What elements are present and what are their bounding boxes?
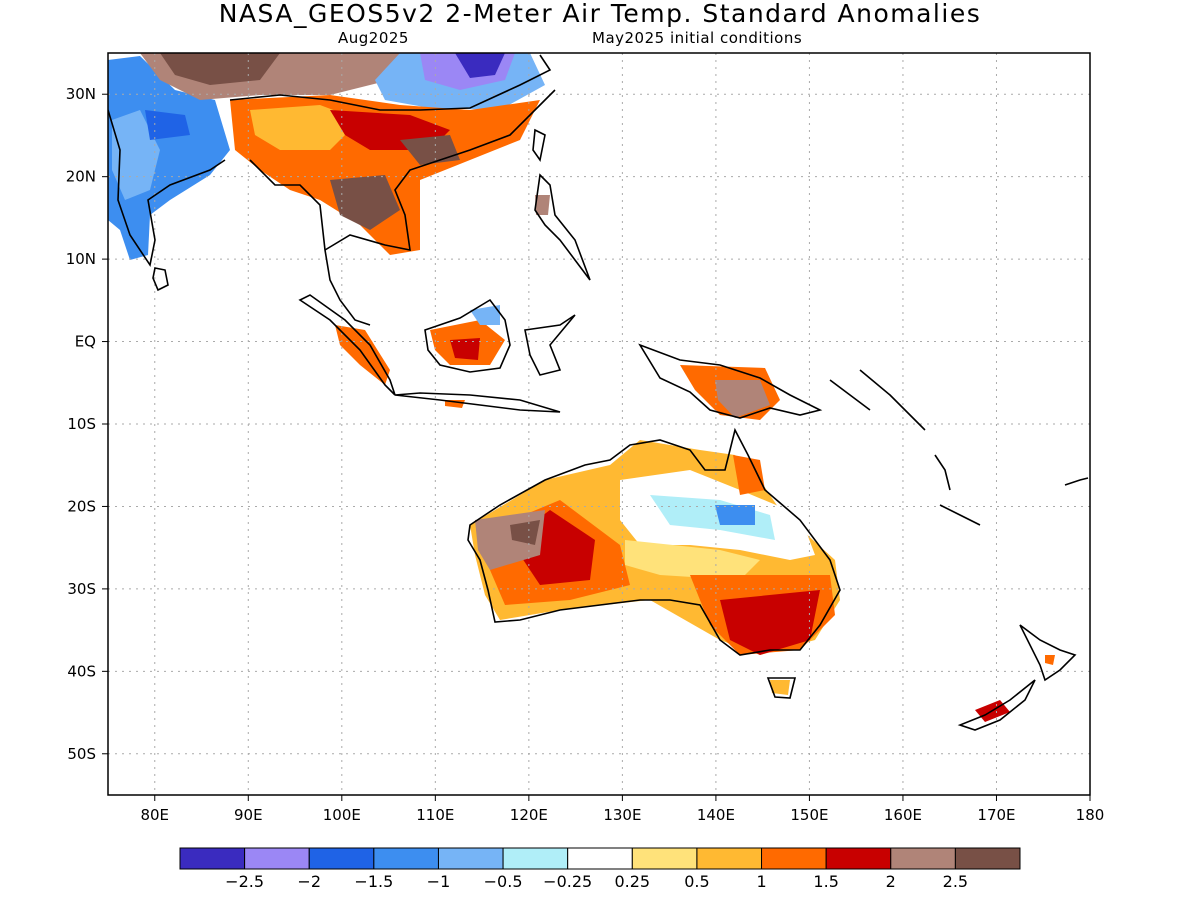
field-australia-blue xyxy=(715,505,755,525)
colorbar-label: 2.5 xyxy=(943,872,968,891)
field-philippines xyxy=(535,195,550,215)
coast-india xyxy=(108,109,226,268)
lon-tick-label: 130E xyxy=(603,806,641,824)
field-india-deep xyxy=(145,110,190,140)
colorbar-swatch xyxy=(437,847,504,870)
colorbar-swatch xyxy=(890,847,956,870)
field-queensland xyxy=(733,455,765,495)
lat-tick-label: 50S xyxy=(67,745,96,763)
coast-vanuatu xyxy=(934,454,951,491)
coast-newcaledonia xyxy=(939,504,981,526)
field-australia-se-red xyxy=(720,590,820,655)
lon-tick-label: 110E xyxy=(416,806,454,824)
coast-sulawesi xyxy=(524,314,576,376)
coast-fiji xyxy=(1064,477,1089,486)
coast-taiwan xyxy=(532,128,546,162)
field-china-indigo xyxy=(455,53,505,78)
field-indochina-dark xyxy=(330,175,400,230)
colorbar-label: 0.25 xyxy=(614,872,650,891)
field-australia-lightyellow xyxy=(625,540,760,580)
colorbar-swatch xyxy=(954,847,1021,870)
lat-tick-label: 30S xyxy=(67,580,96,598)
colorbar-label: −2.5 xyxy=(225,872,264,891)
lon-tick-label: 150E xyxy=(790,806,828,824)
colorbar-label: 2 xyxy=(886,872,896,891)
lon-tick-label: 160E xyxy=(884,806,922,824)
colorbar-swatch xyxy=(179,847,246,870)
field-australia-west-dark xyxy=(510,520,540,545)
colorbar-swatch xyxy=(696,847,763,870)
coast-nz-north xyxy=(1019,624,1077,682)
lat-tick-label: 40S xyxy=(67,662,96,680)
lat-tick-label: 10N xyxy=(66,250,96,268)
field-borneo-blue xyxy=(470,305,500,325)
valid-month-label: Aug2025 xyxy=(338,29,409,47)
lat-tick-label: 30N xyxy=(66,85,96,103)
coast-china xyxy=(229,54,552,111)
anomaly-field xyxy=(108,53,1055,722)
field-tasmania xyxy=(770,680,790,695)
colorbar-label: −1 xyxy=(427,872,451,891)
colorbar-swatch xyxy=(502,847,569,870)
colorbar-swatch xyxy=(761,847,827,870)
colorbar-label: −1.5 xyxy=(354,872,393,891)
field-tibet-dark xyxy=(160,53,280,85)
lat-tick-label: 20N xyxy=(66,168,96,186)
coast-tasmania xyxy=(766,677,797,699)
coast-nz-south xyxy=(957,679,1036,731)
lat-tick-label: 20S xyxy=(67,497,96,515)
latitude-tick-labels: 30N 20N 10N EQ 10S 20S 30S 40S 50S xyxy=(66,85,108,763)
colorbar xyxy=(179,847,1021,870)
coast-newguinea xyxy=(638,343,823,419)
colorbar-swatch xyxy=(567,847,633,870)
coast-malay xyxy=(324,89,556,252)
lon-tick-label: 90E xyxy=(234,806,263,824)
gridlines xyxy=(108,53,1090,795)
field-nz-north xyxy=(1045,655,1055,665)
longitude-tick-labels: 80E 90E 100E 110E 120E 130E 140E 150E 160E 170E 18… xyxy=(140,795,1104,824)
colorbar-swatch xyxy=(825,847,892,870)
init-conditions-label: May2025 initial conditions xyxy=(592,29,803,47)
map-title: NASA_GEOS5v2 2-Meter Air Temp. Standard … xyxy=(218,0,982,28)
coast-pacific-islands xyxy=(859,369,926,431)
coast-philippines xyxy=(534,173,591,281)
coast-solomon xyxy=(829,379,871,411)
coast-australia xyxy=(467,427,841,656)
field-seasia-yellow xyxy=(250,105,360,150)
colorbar-swatch xyxy=(631,847,698,870)
coast-sumatra xyxy=(298,294,396,396)
coast-borneo xyxy=(424,298,511,373)
colorbar-label: 1.5 xyxy=(813,872,838,891)
colorbar-label: −0.25 xyxy=(543,872,592,891)
field-india-light xyxy=(112,110,160,200)
colorbar-label: 0.5 xyxy=(684,872,709,891)
lon-tick-label: 180 xyxy=(1076,806,1105,824)
coastlines xyxy=(108,54,1089,731)
field-borneo-red xyxy=(450,338,480,360)
lon-tick-label: 140E xyxy=(697,806,735,824)
colorbar-swatch xyxy=(244,847,310,870)
field-india xyxy=(108,56,230,260)
field-sumatra xyxy=(335,325,390,385)
field-australia-lightblue xyxy=(650,495,775,540)
lon-tick-label: 80E xyxy=(140,806,169,824)
lon-tick-label: 120E xyxy=(510,806,548,824)
colorbar-swatch xyxy=(373,847,439,870)
lat-tick-label: EQ xyxy=(75,333,96,351)
coast-srilanka xyxy=(152,267,169,292)
coast-java xyxy=(394,392,561,413)
colorbar-labels: −2.5 −2 −1.5 −1 −0.5 −0.25 0.25 0.5 1 1.5 2 2.5 xyxy=(225,872,968,891)
lon-tick-label: 170E xyxy=(977,806,1015,824)
colorbar-label: −0.5 xyxy=(484,872,523,891)
colorbar-label: 1 xyxy=(756,872,766,891)
lat-tick-label: 10S xyxy=(67,415,96,433)
colorbar-label: −2 xyxy=(297,872,321,891)
colorbar-swatch xyxy=(308,847,375,870)
lon-tick-label: 100E xyxy=(323,806,361,824)
field-png-brown xyxy=(715,380,770,418)
